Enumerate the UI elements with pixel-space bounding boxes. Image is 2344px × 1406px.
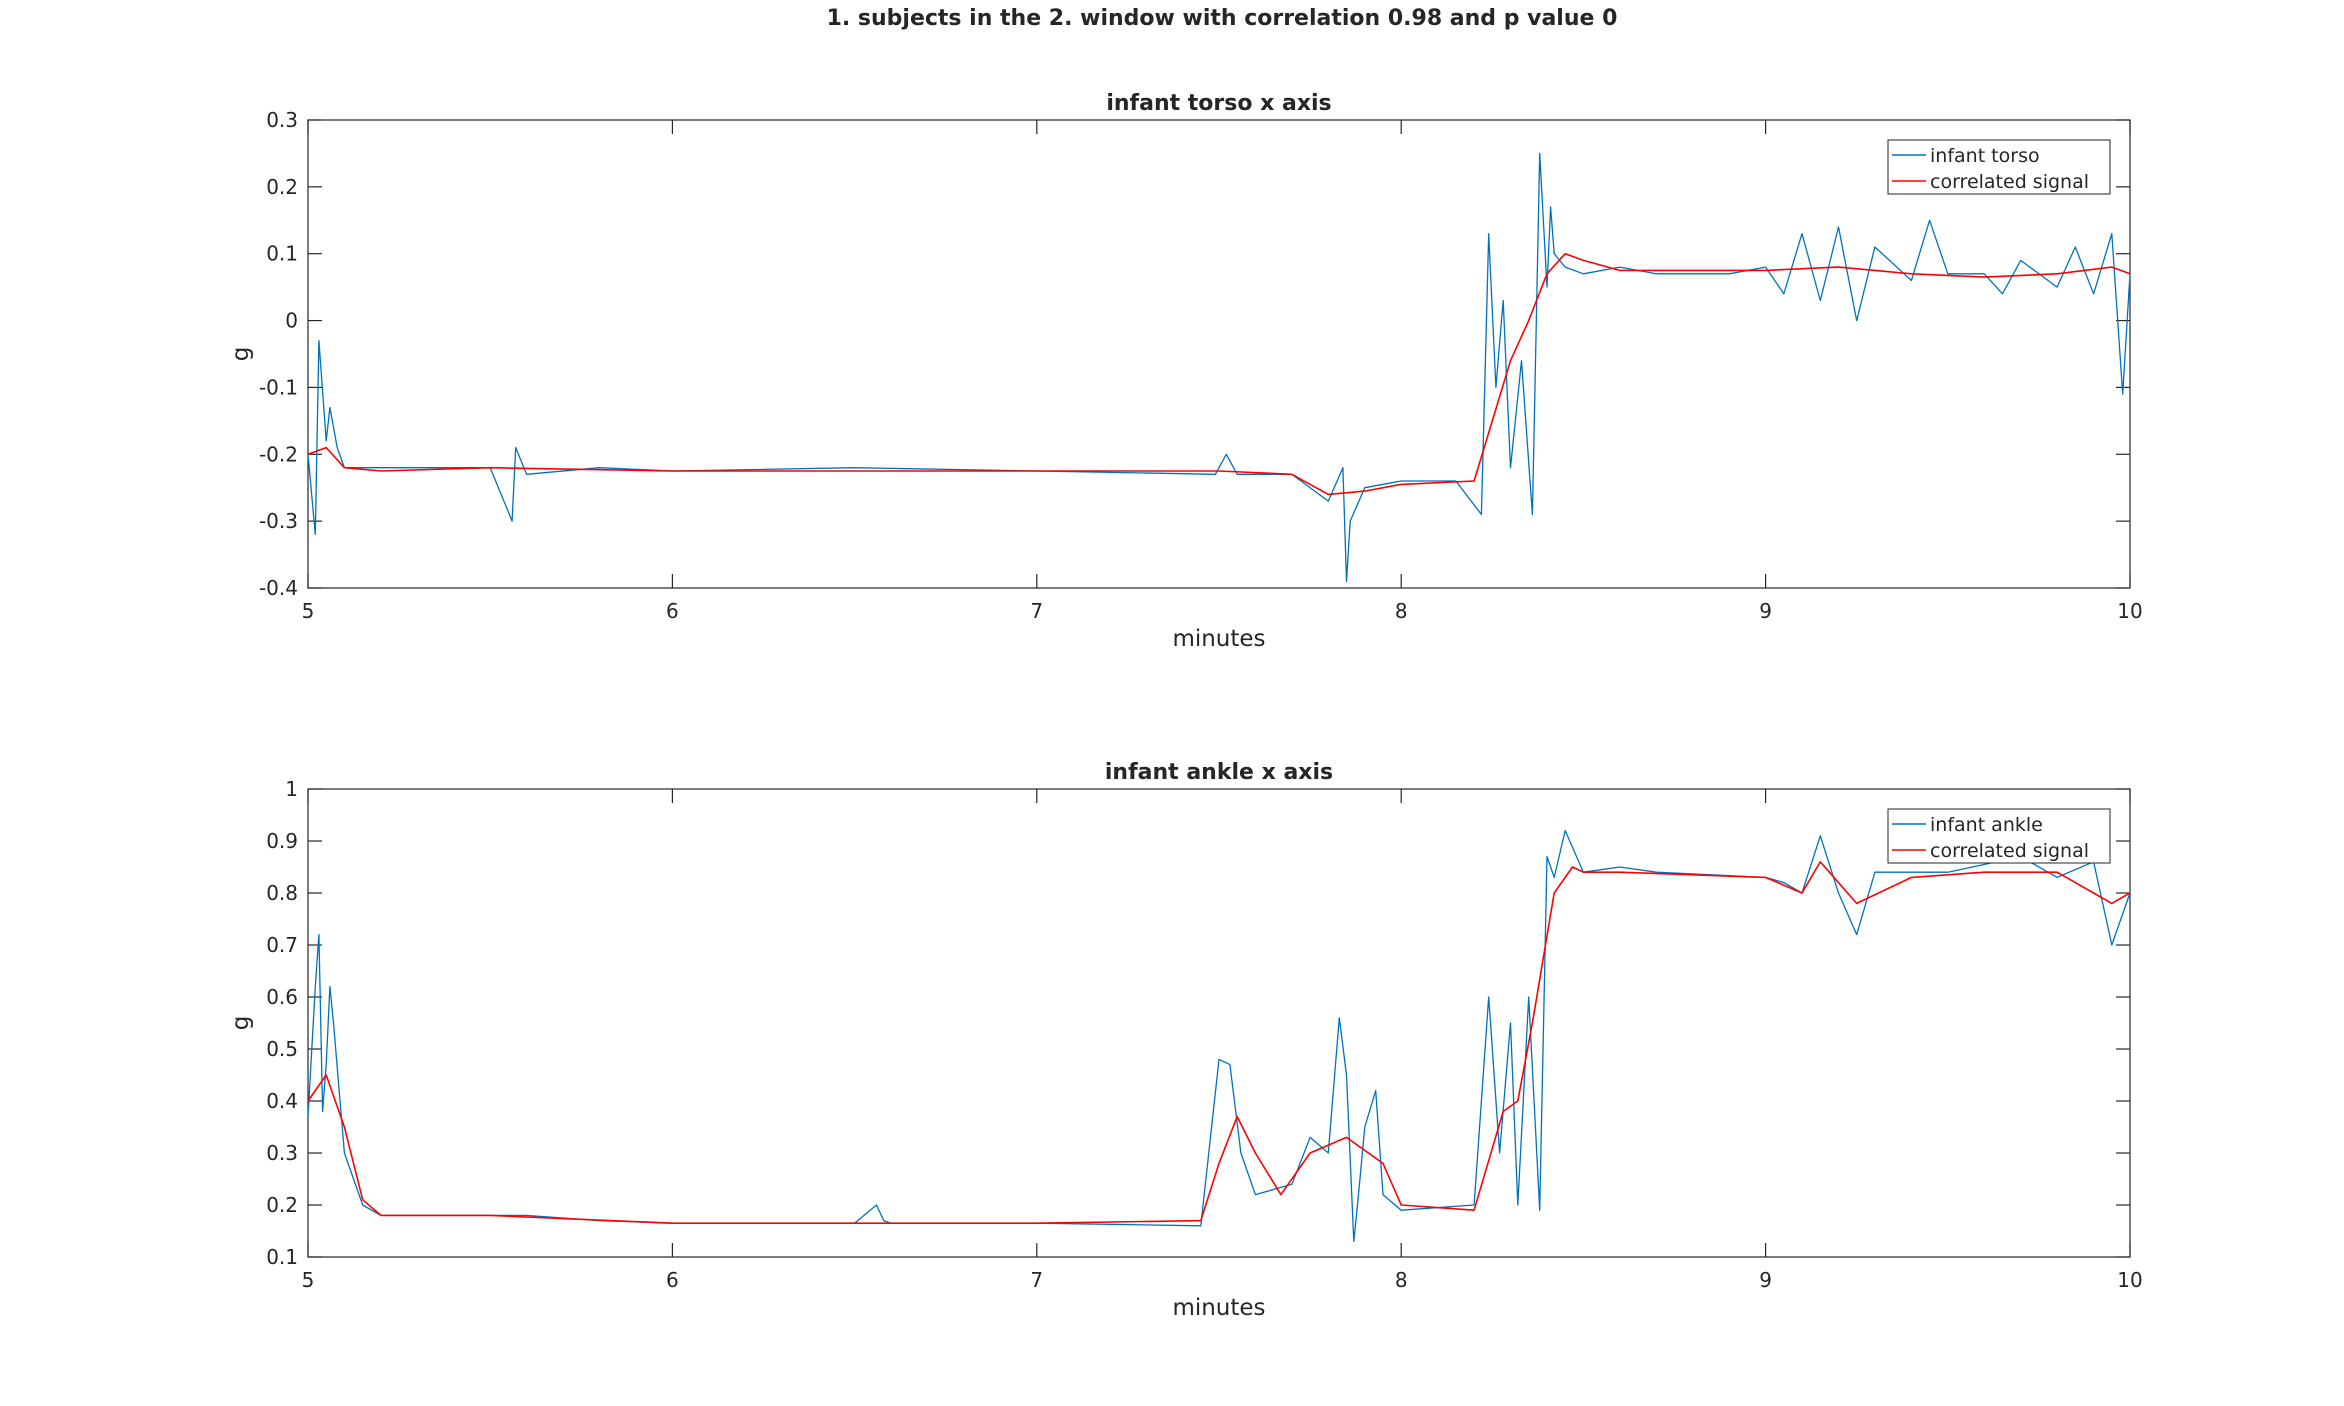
plot-area: [307, 788, 2131, 1258]
series-line-correlated: [307, 252, 2131, 496]
legend-entry: infant ankle: [1930, 814, 2043, 836]
x-tick-label: 10: [2117, 599, 2142, 623]
figure-suptitle: 1. subjects in the 2. window with correl…: [827, 6, 1618, 31]
torso-chart: 5 6 7 8 9 10 -0.4 -0.3 -0.2 -0.1 0 0.1 0.2 0.3 infant …: [228, 91, 2143, 652]
y-tick-label: 0.8: [266, 881, 298, 905]
x-tick-label: 5: [302, 599, 315, 623]
legend: infant ankle correlated signal: [1887, 808, 2111, 864]
y-tick-label: -0.1: [259, 375, 298, 399]
x-axis-label: minutes: [1172, 1295, 1265, 1321]
x-tick-label: 10: [2117, 1268, 2142, 1292]
y-tick-label: 0: [285, 309, 298, 333]
y-tick-label: 0.9: [266, 829, 298, 853]
y-axis-label: g: [228, 1016, 254, 1031]
legend-box: [1887, 808, 2111, 864]
x-tick-label: 9: [1759, 1268, 1772, 1292]
y-tick-label: 0.3: [266, 108, 298, 132]
y-axis-label: g: [228, 347, 254, 362]
y-tick-label: 0.7: [266, 933, 298, 957]
y-tick-label: 0.1: [266, 1245, 298, 1269]
legend-entry: correlated signal: [1930, 171, 2089, 193]
y-tick-label: 0.2: [266, 1193, 298, 1217]
x-tick-label: 7: [1030, 599, 1043, 623]
y-tick-label: 0.4: [266, 1089, 298, 1113]
chart-title: infant ankle x axis: [1105, 760, 1333, 785]
y-tick-label: -0.2: [259, 442, 298, 466]
chart-title: infant torso x axis: [1106, 91, 1331, 116]
y-tick-label: 0.1: [266, 242, 298, 266]
x-tick-label: 6: [666, 1268, 679, 1292]
x-tick-label: 8: [1395, 1268, 1408, 1292]
x-axis-label: minutes: [1172, 626, 1265, 652]
x-tick-label: 6: [666, 599, 679, 623]
y-tick-label: 0.3: [266, 1141, 298, 1165]
y-tick-label: 0.2: [266, 175, 298, 199]
y-tick-label: 0.6: [266, 985, 298, 1009]
series-line-correlated: [307, 860, 2131, 1224]
x-tick-label: 8: [1395, 599, 1408, 623]
x-tick-label: 5: [302, 1268, 315, 1292]
y-tick-label: -0.3: [259, 509, 298, 533]
legend-box: [1887, 139, 2111, 195]
legend-entry: infant torso: [1930, 145, 2040, 167]
y-tick-label: 1: [285, 777, 298, 801]
legend-entry: correlated signal: [1930, 840, 2089, 862]
legend: infant torso correlated signal: [1887, 139, 2111, 195]
x-tick-label: 9: [1759, 599, 1772, 623]
ankle-chart: 5 6 7 8 9 10 0.1 0.2 0.3 0.4 0.5 0.6 0.7 0.8 0.9 1 infan…: [228, 760, 2143, 1321]
plot-area: [307, 119, 2131, 589]
y-tick-label: -0.4: [259, 576, 298, 600]
series-line-measured: [307, 152, 2131, 582]
y-tick-label: 0.5: [266, 1037, 298, 1061]
x-tick-label: 7: [1030, 1268, 1043, 1292]
